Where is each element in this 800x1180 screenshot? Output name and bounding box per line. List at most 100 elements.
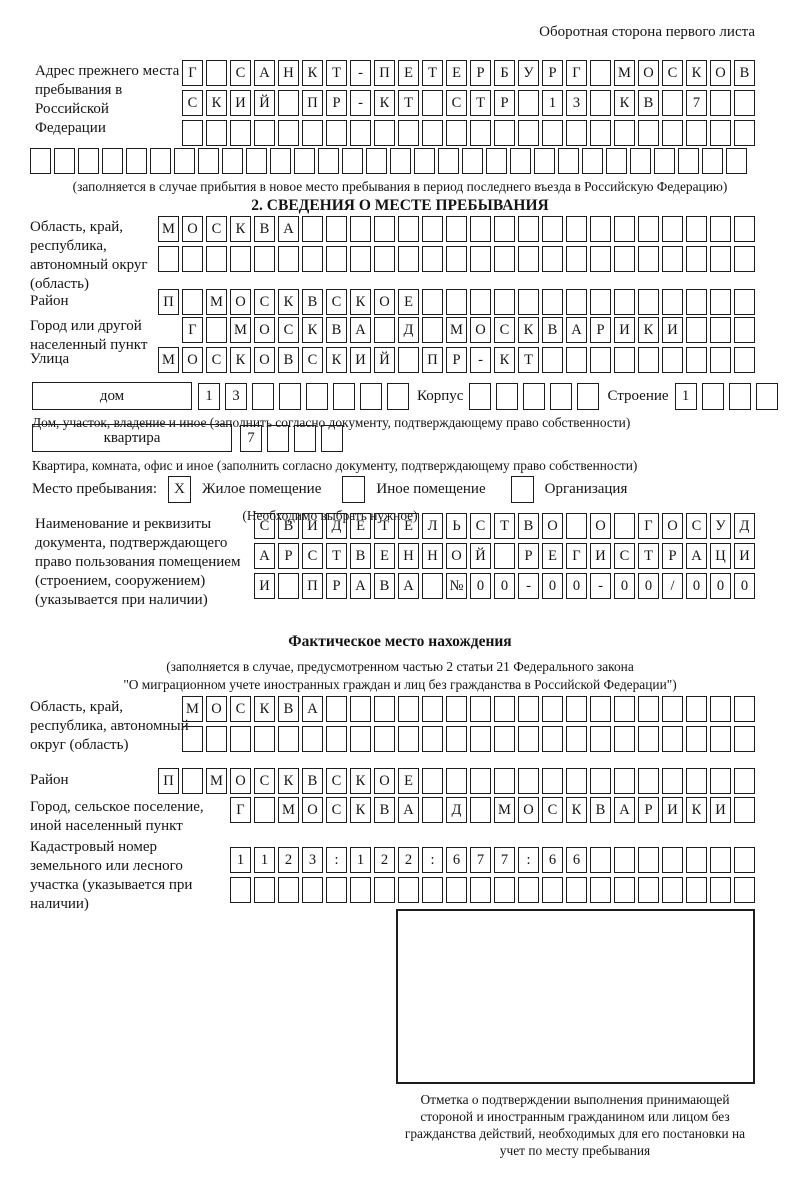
char-cell — [734, 317, 755, 343]
kvartira-note: Квартира, комната, офис и иное (заполнит… — [32, 458, 638, 473]
char-cell: С — [326, 289, 347, 315]
char-cell — [360, 382, 382, 410]
char-cell: К — [686, 60, 707, 86]
char-cell: М — [614, 60, 635, 86]
char-cell: И — [350, 347, 371, 373]
char-cell — [577, 382, 600, 410]
char-cell: К — [230, 216, 251, 242]
char-cell: В — [374, 573, 395, 599]
char-cell — [350, 216, 371, 242]
actual-location-note-2: "О миграционном учете иностранных гражда… — [123, 677, 677, 692]
char-cell — [710, 347, 731, 373]
char-cell — [422, 90, 443, 116]
char-cell: С — [446, 90, 467, 116]
char-cell — [446, 246, 467, 272]
char-cell: С — [254, 768, 275, 794]
char-cell — [710, 696, 731, 722]
char-cell: М — [158, 216, 179, 242]
char-cell — [206, 120, 227, 146]
char-cell — [246, 148, 267, 174]
char-cell — [662, 726, 683, 752]
char-cell — [326, 726, 347, 752]
char-cell: Н — [398, 543, 419, 569]
char-cell: В — [638, 90, 659, 116]
korpus-cells — [469, 382, 600, 410]
other-premises-label: Иное помещение — [376, 481, 486, 497]
page-side-note: Оборотная сторона первого листа — [539, 24, 755, 40]
char-cell: К — [638, 317, 659, 343]
char-cell: 7 — [494, 847, 515, 873]
char-cell — [518, 696, 539, 722]
char-cell — [630, 148, 651, 174]
char-cell — [566, 347, 587, 373]
char-cell: А — [614, 797, 635, 823]
char-cell — [542, 216, 563, 242]
char-cell: 3 — [225, 382, 247, 410]
char-cell: С — [494, 317, 515, 343]
char-cell — [398, 696, 419, 722]
char-cell: С — [206, 347, 227, 373]
char-cell — [734, 289, 755, 315]
char-cell — [414, 148, 435, 174]
char-cell — [734, 726, 755, 752]
char-cell — [614, 847, 635, 873]
char-cell — [518, 726, 539, 752]
char-cell: К — [518, 317, 539, 343]
char-cell — [614, 347, 635, 373]
char-cell: - — [518, 573, 539, 599]
dom-note: Дом, участок, владение и иное (заполнить… — [32, 415, 631, 430]
char-cell — [278, 877, 299, 903]
char-cell — [542, 768, 563, 794]
char-cell — [254, 120, 275, 146]
char-cell — [686, 877, 707, 903]
char-cell — [374, 877, 395, 903]
char-cell: Р — [542, 60, 563, 86]
char-cell: В — [734, 60, 755, 86]
char-cell — [638, 120, 659, 146]
char-cell: Т — [494, 513, 515, 539]
char-cell: Ь — [446, 513, 467, 539]
char-cell — [254, 797, 275, 823]
char-cell — [728, 382, 751, 410]
char-cell — [494, 120, 515, 146]
char-cell — [496, 382, 519, 410]
char-cell — [302, 726, 323, 752]
char-cell — [710, 877, 731, 903]
char-cell: С — [614, 543, 635, 569]
char-cell — [678, 148, 699, 174]
char-cell: Г — [230, 797, 251, 823]
char-cell — [662, 90, 683, 116]
char-cell: С — [662, 60, 683, 86]
char-cell: К — [350, 768, 371, 794]
char-cell: О — [470, 317, 491, 343]
char-cell: О — [638, 60, 659, 86]
char-cell — [469, 382, 492, 410]
actual-location-title: Фактическое место нахождения — [288, 633, 512, 650]
dom-type-box: дом — [32, 382, 192, 410]
char-cell — [366, 148, 387, 174]
char-cell — [662, 877, 683, 903]
char-cell — [374, 696, 395, 722]
char-cell: А — [254, 60, 275, 86]
char-cell: 0 — [494, 573, 515, 599]
char-cell — [158, 246, 179, 272]
char-cell — [302, 216, 323, 242]
prev-address-row-3 — [182, 120, 755, 146]
char-cell — [438, 148, 459, 174]
char-cell: 0 — [734, 573, 755, 599]
char-cell: В — [254, 216, 275, 242]
char-cell — [518, 246, 539, 272]
char-cell: Т — [398, 90, 419, 116]
char-cell — [734, 120, 755, 146]
char-cell: 0 — [566, 573, 587, 599]
char-cell: О — [182, 347, 203, 373]
char-cell: О — [590, 513, 611, 539]
char-cell: К — [614, 90, 635, 116]
char-cell — [542, 246, 563, 272]
char-cell — [590, 347, 611, 373]
char-cell — [494, 246, 515, 272]
char-cell — [326, 877, 347, 903]
